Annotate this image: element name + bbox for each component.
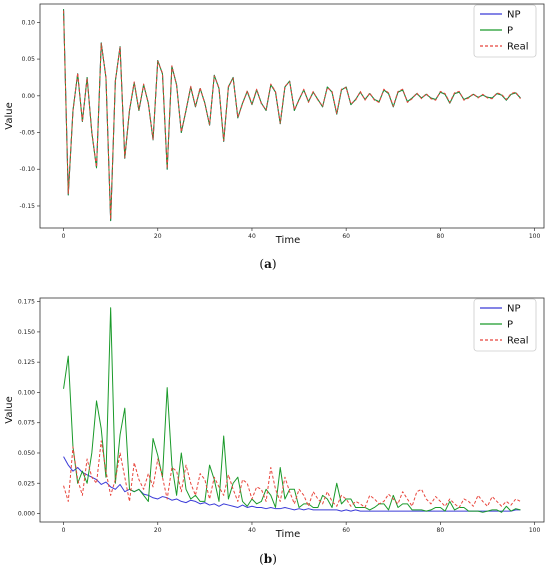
x-tick-label: 60: [342, 233, 350, 240]
y-axis-label: Value: [4, 396, 15, 423]
y-tick-label: 0.075: [18, 420, 35, 427]
x-axis-label: Time: [275, 235, 300, 246]
y-tick-label: 0.000: [18, 511, 35, 518]
y-tick-label: 0.050: [18, 450, 35, 457]
x-tick-label: 80: [437, 527, 445, 534]
y-tick-label: 0.175: [18, 299, 35, 306]
legend-label-real: Real: [507, 336, 529, 347]
legend-label-np: NP: [507, 304, 521, 315]
plot-area-frame: [39, 297, 545, 523]
series-line-real: [63, 10, 521, 220]
series-line-p: [63, 9, 521, 222]
x-tick-label: 40: [248, 527, 256, 534]
x-tick-label: 40: [248, 233, 256, 240]
plot-area-frame: [39, 3, 545, 229]
panel-caption-b: (b): [259, 552, 277, 566]
y-tick-label: 0.125: [18, 359, 35, 366]
y-axis-label: Value: [4, 102, 15, 129]
y-tick-label: 0.10: [22, 19, 36, 26]
x-tick-label: 100: [529, 527, 541, 534]
y-tick-label: -0.10: [19, 166, 35, 173]
series-line-p: [63, 307, 521, 513]
legend-label-np: NP: [507, 10, 521, 21]
legend-label-real: Real: [507, 42, 529, 53]
x-tick-label: 0: [62, 527, 66, 534]
series-group: [63, 9, 521, 222]
y-tick-label: 0.100: [18, 389, 35, 396]
legend: NP P Real: [473, 4, 537, 58]
series-line-real: [63, 440, 521, 508]
x-tick-label: 20: [154, 527, 162, 534]
y-axis-ticks: 0.000 0.025 0.050 0.075 0.100 0.125 0.150 0.175: [18, 299, 40, 518]
x-axis-ticks: 0 20 40 60 80 100: [62, 228, 541, 240]
y-tick-label: 0.025: [18, 480, 35, 487]
series-line-np: [63, 9, 521, 222]
x-axis-ticks: 0 20 40 60 80 100: [62, 522, 541, 534]
chart-panel-a: 0 20 40 60 80 100 -0.15 -0.10 -0.05 0.00 0.05 0.10…: [4, 3, 545, 271]
x-tick-label: 60: [342, 527, 350, 534]
y-axis-ticks: -0.15 -0.10 -0.05 0.00 0.05 0.10: [19, 19, 40, 210]
x-tick-label: 0: [62, 233, 66, 240]
y-tick-label: 0.150: [18, 329, 35, 336]
x-tick-label: 20: [154, 233, 162, 240]
y-tick-label: 0.05: [22, 56, 36, 63]
x-tick-label: 100: [529, 233, 541, 240]
legend-label-p: P: [507, 320, 513, 331]
legend-box: [473, 4, 537, 58]
panel-caption-a: (a): [259, 257, 276, 271]
legend-box: [473, 298, 537, 352]
x-tick-label: 80: [437, 233, 445, 240]
y-tick-label: -0.05: [19, 130, 35, 137]
y-tick-label: 0.00: [22, 93, 36, 100]
legend-label-p: P: [507, 26, 513, 37]
y-tick-label: -0.15: [19, 203, 35, 210]
x-axis-label: Time: [275, 529, 300, 540]
series-group: [63, 307, 521, 513]
legend: NP P Real: [473, 298, 537, 352]
chart-panel-b: 0 20 40 60 80 100 0.0000.0250.0500.0750.1000.…: [4, 297, 545, 566]
